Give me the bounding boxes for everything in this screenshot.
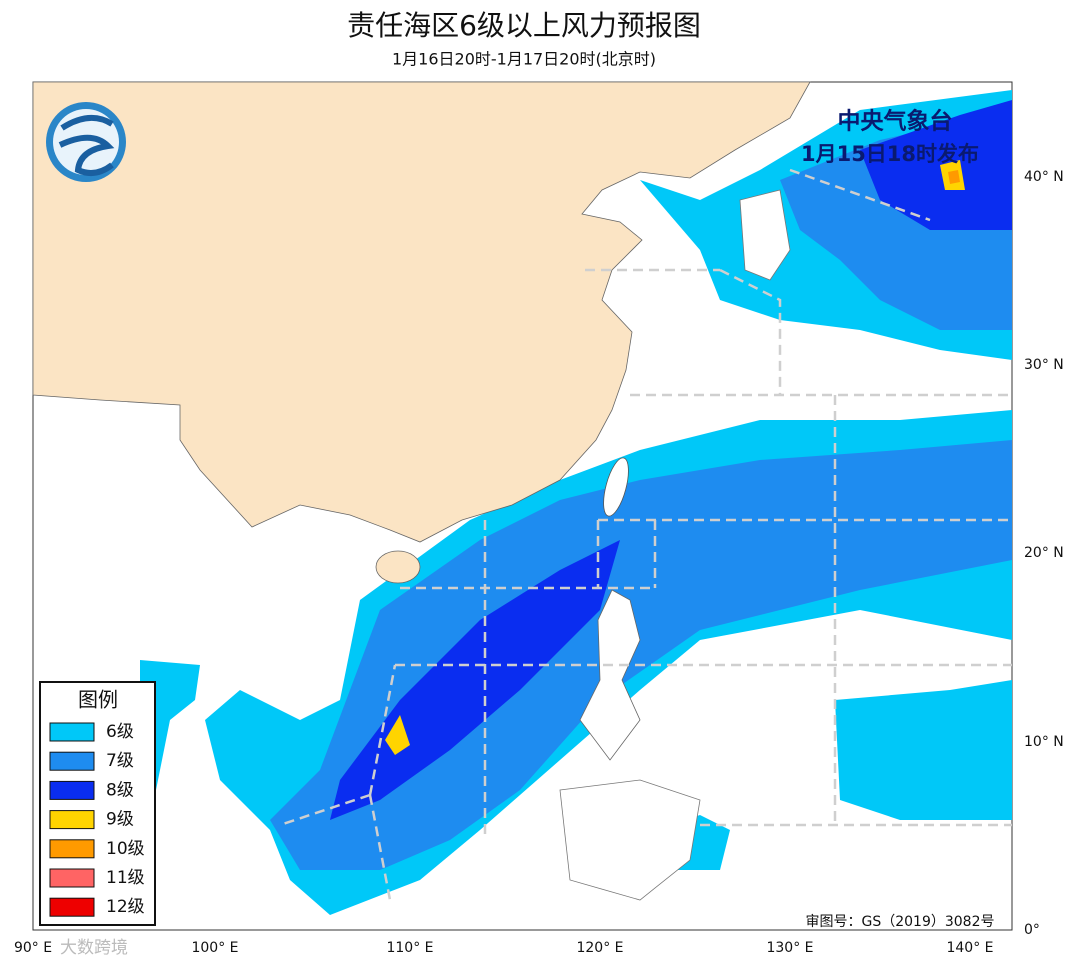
wind-area (948, 170, 960, 184)
wind-area (385, 715, 410, 755)
legend-box (39, 681, 156, 926)
legend-swatch (49, 810, 95, 830)
legend-label: 9级 (106, 810, 134, 830)
title: 责任海区6级以上风力预报图 (347, 9, 701, 42)
lat-label: 30° N (1024, 357, 1064, 373)
land-hainan (375, 550, 421, 584)
lat-label: 40° N (1024, 169, 1064, 185)
legend-swatch (49, 751, 95, 771)
legend-label: 12级 (106, 897, 145, 917)
lat-label: 20° N (1024, 545, 1064, 561)
logo (46, 102, 126, 182)
land-borneo (559, 779, 701, 901)
lon-label: 130° E (766, 940, 813, 956)
lon-label: 110° E (386, 940, 433, 956)
wind-area (860, 100, 1012, 230)
subtitle: 1月16日20时-1月17日20时(北京时) (392, 50, 656, 69)
lat-label: 10° N (1024, 734, 1064, 750)
land-china (32, 81, 811, 543)
credit: 审图号：GS（2019）3082号 (806, 914, 995, 930)
legend: 图例 6级 7级 8级 9级 10级 11级 12级 (39, 681, 156, 926)
lon-label: 140° E (946, 940, 993, 956)
legend-label: 7级 (106, 751, 134, 771)
legend-swatch (49, 839, 95, 859)
legend-swatch (49, 868, 95, 888)
legend-swatch (49, 897, 95, 917)
legend-label: 8级 (106, 780, 134, 800)
lat-label: 0° (1024, 922, 1040, 938)
wind-area (835, 680, 1012, 820)
land-philippines (579, 589, 641, 761)
lon-label: 90° E (14, 940, 52, 956)
lon-label: 100° E (191, 940, 238, 956)
sea-area-boundaries (279, 168, 1012, 901)
legend-label: 6级 (106, 722, 134, 742)
land-taiwan (603, 457, 629, 517)
legend-label: 11级 (106, 868, 145, 888)
watermark: 大数跨境 (60, 938, 128, 958)
legend-swatch (49, 722, 95, 742)
agency: 中央气象台 (838, 108, 953, 135)
legend-label: 10级 (106, 839, 145, 859)
issue-time: 1月15日18时发布 (801, 142, 979, 166)
lon-label: 120° E (576, 940, 623, 956)
legend-title: 图例 (78, 688, 118, 712)
wind-area (270, 440, 1012, 870)
legend-swatch (49, 780, 95, 800)
land-korea (739, 189, 791, 281)
